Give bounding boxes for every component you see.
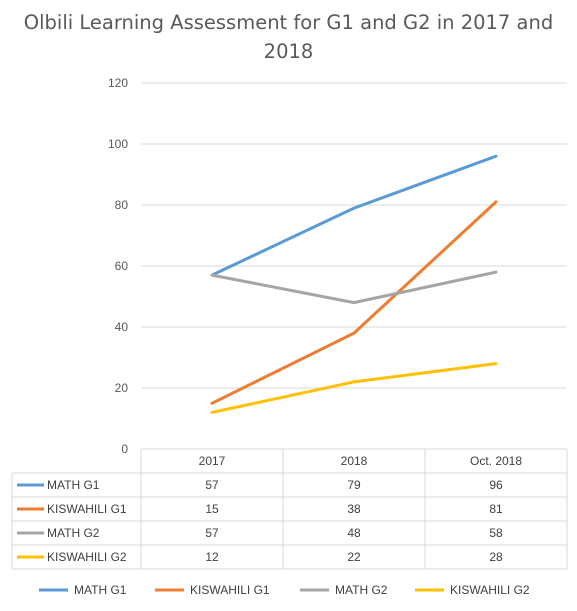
data-table-cell: 81: [489, 502, 503, 516]
data-table-cell: 28: [489, 550, 503, 564]
y-tick-label: 60: [115, 259, 129, 273]
data-table-cell: 79: [347, 478, 361, 492]
y-tick-label: 0: [121, 442, 128, 456]
data-table-cell: 58: [489, 526, 503, 540]
x-tick-label: 2017: [199, 454, 226, 468]
series-line: [210, 200, 498, 405]
y-tick-label: 40: [115, 320, 129, 334]
data-table-cell: 57: [205, 478, 219, 492]
table-series-label: KISWAHILI G1: [47, 502, 127, 516]
legend-label: KISWAHILI G1: [190, 583, 270, 597]
y-tick-label: 120: [108, 76, 128, 90]
data-table-cell: 48: [347, 526, 361, 540]
data-table-cell: 38: [347, 502, 361, 516]
y-tick-label: 20: [115, 381, 129, 395]
table-series-label: MATH G2: [47, 526, 100, 540]
chart-title: Olbili Learning Assessment for G1 and G2…: [23, 11, 554, 63]
table-series-label: KISWAHILI G2: [47, 550, 127, 564]
series-line: [210, 270, 498, 305]
data-table-cell: 22: [347, 550, 361, 564]
legend-label: MATH G1: [74, 583, 127, 597]
y-tick-label: 100: [108, 137, 128, 151]
legend-label: MATH G2: [335, 583, 388, 597]
y-tick-label: 80: [115, 198, 129, 212]
x-tick-label: 2018: [341, 454, 368, 468]
data-table-cell: 15: [205, 502, 219, 516]
legend-label: KISWAHILI G2: [450, 583, 530, 597]
x-tick-label: Oct. 2018: [470, 454, 522, 468]
data-table-cell: 96: [489, 478, 503, 492]
data-table-cell: 12: [205, 550, 219, 564]
table-series-label: MATH G1: [47, 478, 100, 492]
series-line: [210, 154, 498, 277]
series-line: [210, 362, 498, 414]
data-table-cell: 57: [205, 526, 219, 540]
